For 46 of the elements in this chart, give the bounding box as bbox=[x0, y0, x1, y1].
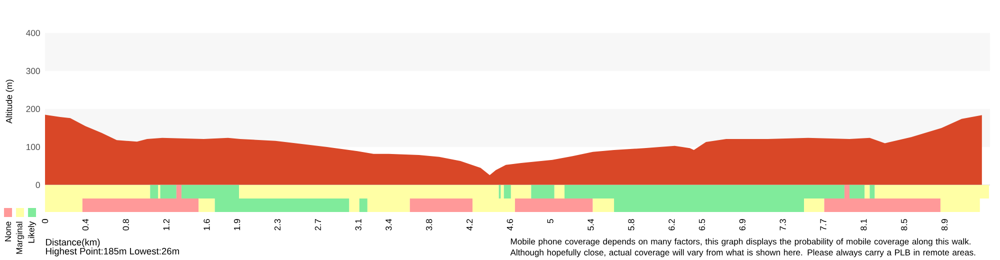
bar bbox=[160, 184, 176, 198]
x-tick-label: 6.5 bbox=[698, 219, 706, 230]
x-axis-title: Distance(km) bbox=[46, 238, 100, 248]
x-tick-label: 1.9 bbox=[234, 219, 240, 230]
x-tick-label: 2.7 bbox=[314, 219, 321, 230]
bar bbox=[198, 198, 215, 212]
x-tick-label: 7.7 bbox=[820, 219, 826, 230]
y-tick-label: 400 bbox=[26, 30, 40, 36]
x-tick-label: 0.8 bbox=[122, 219, 129, 230]
x-tick-label: 8.5 bbox=[901, 219, 908, 230]
x-tick-label: 3.1 bbox=[355, 219, 362, 230]
y-tick-label: 0 bbox=[36, 182, 40, 188]
y-tick-label: 200 bbox=[26, 106, 40, 112]
text: None bbox=[5, 222, 12, 242]
x-tick-label: 7.3 bbox=[780, 219, 786, 230]
text: Likely bbox=[28, 221, 36, 243]
x-tick-label: 8.9 bbox=[941, 219, 948, 230]
bar bbox=[864, 184, 870, 198]
text: Mobile phone coverage depends on many factors, this graph displays the probability of mobile coverage along this walk. Although hopefully close, actual coverage will vary from what is shown here. Please always carry a PLB in remote areas. bbox=[510, 238, 976, 258]
x-tick-label: 6.2 bbox=[668, 219, 675, 230]
bar bbox=[531, 184, 554, 198]
x-tick-label: 5.8 bbox=[628, 219, 634, 230]
x-tick-label: 2.3 bbox=[274, 219, 281, 230]
bar bbox=[359, 198, 368, 212]
x-tick-label: 1.6 bbox=[204, 219, 210, 230]
text: Marginal bbox=[16, 222, 24, 254]
y-tick-label: 100 bbox=[26, 144, 40, 150]
x-tick-label: 8.1 bbox=[860, 219, 867, 230]
x-tick-label: 0.4 bbox=[82, 218, 89, 230]
x-tick-label: 1.2 bbox=[163, 219, 170, 230]
bar bbox=[850, 184, 865, 198]
x-tick-label: 3.8 bbox=[426, 219, 432, 230]
y-axis-title: Altitude (m) bbox=[6, 80, 14, 124]
x-tick-label: 0 bbox=[42, 219, 48, 224]
x-tick-label: 5.4 bbox=[588, 218, 594, 230]
bar bbox=[554, 184, 564, 198]
bar bbox=[870, 184, 875, 198]
x-tick-label: 4.6 bbox=[506, 219, 513, 231]
y-tick-label: 300 bbox=[26, 68, 40, 74]
bar bbox=[592, 198, 614, 212]
x-tick-label: 3.4 bbox=[386, 218, 392, 230]
x-tick-label: 5 bbox=[547, 219, 554, 224]
x-tick-label: 4.2 bbox=[466, 219, 473, 231]
text: Highest Point:185m Lowest:26m bbox=[46, 248, 180, 256]
x-tick-label: 6.9 bbox=[739, 219, 746, 230]
bar bbox=[804, 198, 824, 212]
